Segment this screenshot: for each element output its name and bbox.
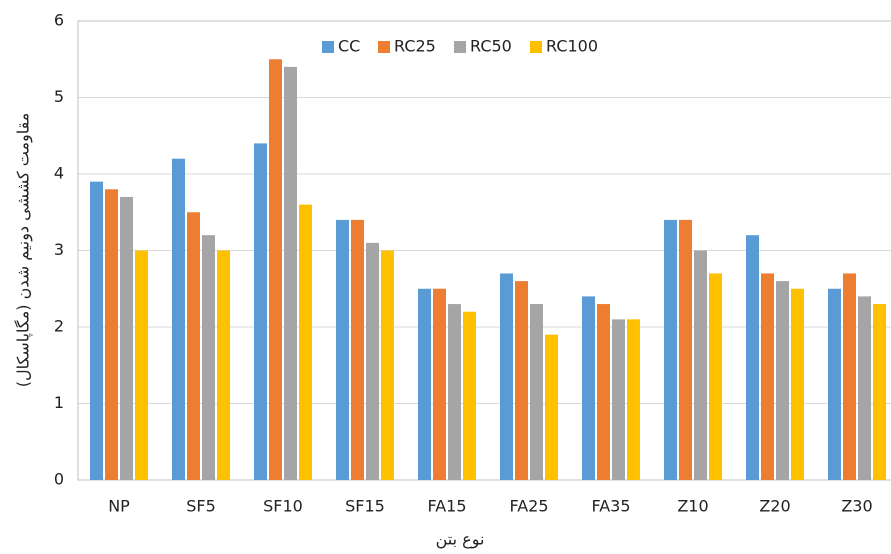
bar [873,304,886,480]
bar [366,242,379,480]
y-tick-label: 3 [54,240,64,259]
y-tick-label: 1 [54,393,64,412]
y-tick-label: 4 [54,164,64,183]
bar [418,288,431,480]
x-tick-label: FA15 [427,497,466,516]
x-tick-label: SF15 [345,497,385,516]
x-tick-label: SF5 [186,497,216,516]
bar [791,288,804,480]
legend-label: RC25 [394,37,436,56]
bar [545,334,558,480]
bar [105,189,118,481]
bar [515,281,528,480]
plot-border [77,20,891,481]
bar [761,273,774,480]
bar [381,250,394,480]
bar [858,296,871,480]
y-tick-label: 5 [54,87,64,106]
bar [500,273,513,480]
bar [269,59,282,480]
x-tick-label: Z10 [677,497,708,516]
legend-label: RC50 [470,37,512,56]
legend-swatch [378,41,390,53]
legend-swatch [322,41,334,53]
legend-swatch [454,41,466,53]
bar [746,235,759,480]
bar [463,311,476,480]
bar [709,273,722,480]
x-tick-label: FA25 [509,497,548,516]
bar [679,219,692,480]
x-tick-label: NP [108,497,130,516]
bar [135,250,148,480]
x-tick-label: Z20 [759,497,790,516]
legend-label: RC100 [546,37,598,56]
x-tick-label: Z30 [841,497,872,516]
bar [433,288,446,480]
bar [120,196,133,480]
bar [612,319,625,480]
bar [172,158,185,480]
bar [582,296,595,480]
y-tick-label: 0 [54,470,64,489]
x-tick-label: FA35 [591,497,630,516]
bar [299,204,312,480]
bar [254,143,267,480]
bar [828,288,841,480]
bar [627,319,640,480]
bar [664,219,677,480]
bar [597,304,610,480]
bar [284,66,297,481]
bar [90,181,103,480]
bar [351,219,364,480]
bar [217,250,230,480]
bar [776,281,789,480]
y-axis-label: مقاومت کششی دونیم شدن (مگاپاسکال) [14,113,34,388]
x-axis-label: نوع بتن [436,530,485,550]
legend-swatch [530,41,542,53]
bar [530,304,543,480]
bar [843,273,856,480]
legend-label: CC [338,37,360,56]
bar [694,250,707,480]
bar [336,219,349,480]
bar [448,304,461,480]
bar [187,212,200,480]
y-tick-label: 6 [54,11,64,30]
bar [202,235,215,480]
y-tick-label: 2 [54,317,64,336]
x-tick-label: SF10 [263,497,303,516]
